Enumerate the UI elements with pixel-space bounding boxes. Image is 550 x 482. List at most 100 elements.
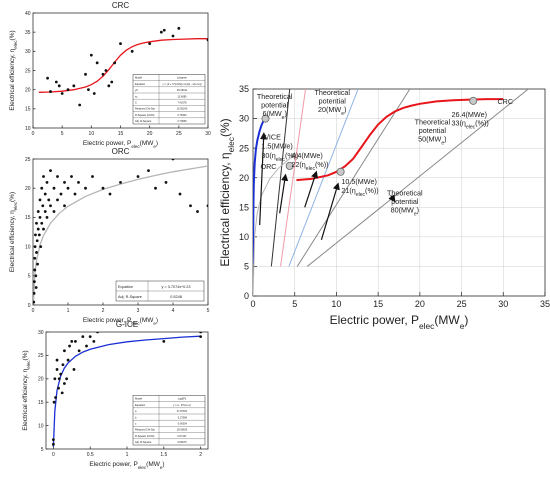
data-point bbox=[162, 28, 166, 32]
y-tick-label: 10 bbox=[25, 244, 31, 250]
data-point bbox=[196, 210, 199, 213]
annotation-potential-20-line1: Theoretical bbox=[314, 88, 350, 97]
potential-line-0 bbox=[270, 89, 291, 267]
data-point bbox=[55, 358, 59, 362]
series-orc-line bbox=[253, 154, 295, 296]
x-tick-label: 30 bbox=[498, 299, 508, 309]
data-point bbox=[33, 268, 37, 272]
annotation-potential-80-line1: Theoretical bbox=[387, 188, 423, 197]
y-tick-label: 5 bbox=[28, 274, 31, 280]
data-point bbox=[36, 262, 39, 266]
data-point bbox=[85, 344, 88, 348]
y-tick-label: 10 bbox=[38, 423, 44, 429]
x-axis-label: Electric power, Pelec(MWe) bbox=[89, 461, 164, 470]
y-tick-label: 35 bbox=[25, 30, 31, 36]
data-point bbox=[42, 175, 45, 178]
data-point bbox=[63, 349, 66, 353]
data-point bbox=[154, 186, 157, 190]
data-point bbox=[77, 180, 80, 184]
data-point bbox=[119, 180, 122, 184]
potential-line-1 bbox=[280, 89, 307, 267]
data-point bbox=[53, 377, 57, 381]
x-tick-label: 15 bbox=[118, 131, 124, 137]
x-tick-label: 0.5 bbox=[87, 452, 94, 458]
label-mid-efficiency: 21(ηelec(%)) bbox=[341, 186, 378, 198]
fit-curve bbox=[33, 165, 208, 304]
data-point bbox=[101, 186, 105, 190]
fit-table-key: R-Square (COD) bbox=[135, 434, 154, 438]
data-point bbox=[51, 442, 55, 446]
data-point bbox=[56, 198, 59, 202]
data-point bbox=[56, 175, 59, 178]
y-tick-label: 40 bbox=[25, 11, 31, 17]
fit-table-value: 27.87031 bbox=[177, 410, 188, 413]
fit-table-value: 18.93835 bbox=[177, 429, 188, 432]
data-point bbox=[65, 377, 69, 381]
y-axis-label: Electrical efficiency, ηelec(%) bbox=[218, 118, 236, 266]
y-tick-label: 10 bbox=[25, 126, 31, 132]
y-tick-label: 5 bbox=[41, 447, 44, 453]
data-point bbox=[91, 175, 94, 178]
data-point bbox=[57, 84, 61, 88]
potential-line-2 bbox=[288, 89, 359, 267]
data-point bbox=[38, 198, 42, 202]
data-point bbox=[34, 274, 38, 278]
data-point bbox=[63, 204, 66, 208]
data-point bbox=[45, 180, 49, 184]
series-gice-line bbox=[253, 116, 267, 264]
data-point bbox=[178, 192, 182, 196]
data-point bbox=[45, 216, 49, 219]
data-point bbox=[40, 221, 44, 225]
data-point bbox=[66, 358, 70, 362]
data-point bbox=[73, 192, 77, 196]
data-point bbox=[60, 391, 64, 395]
annotation-potential-6-line2: potential bbox=[261, 101, 289, 110]
x-tick-label: 0 bbox=[32, 308, 35, 314]
x-tick-label: 5 bbox=[207, 308, 210, 314]
y-tick-label: 30 bbox=[239, 114, 249, 124]
data-point bbox=[33, 245, 37, 249]
fit-table-value: 0.73839 bbox=[177, 120, 187, 123]
data-point bbox=[199, 335, 203, 339]
data-point bbox=[89, 53, 93, 57]
data-point bbox=[40, 186, 44, 190]
data-point bbox=[33, 256, 37, 260]
y-tick-label: 25 bbox=[239, 143, 249, 153]
label-crc-power: 26.4(MWe) bbox=[452, 110, 487, 119]
fit-curve bbox=[38, 38, 208, 93]
arrow-0 bbox=[259, 132, 268, 226]
y-tick-label: 25 bbox=[38, 353, 44, 359]
data-point bbox=[36, 227, 40, 231]
x-tick-label: 5 bbox=[292, 299, 297, 309]
arrow-1 bbox=[279, 173, 289, 214]
label-crc-efficiency: 33(ηelec(%)) bbox=[452, 119, 489, 131]
chart-title: ORC bbox=[112, 147, 130, 156]
data-point bbox=[54, 80, 58, 84]
data-point bbox=[49, 90, 52, 93]
arrow-4 bbox=[388, 194, 396, 203]
data-point bbox=[74, 339, 77, 343]
data-point bbox=[59, 192, 63, 196]
data-point bbox=[52, 400, 56, 404]
fit-table-key: Adj. R-Square bbox=[135, 440, 152, 444]
data-point bbox=[199, 332, 203, 334]
fit-table-value: y = 3.7074x^0.23 bbox=[162, 285, 191, 289]
chart-title: G-ICE bbox=[116, 320, 138, 329]
fit-table-value: 26.26011 bbox=[177, 89, 188, 92]
series-crc-line bbox=[296, 98, 504, 182]
x-tick-label: 20 bbox=[415, 299, 425, 309]
data-point bbox=[47, 198, 51, 202]
data-point bbox=[33, 300, 36, 304]
x-tick-label: 5 bbox=[61, 131, 64, 137]
data-point bbox=[107, 84, 111, 88]
fit-table-value: Log3P1 bbox=[178, 398, 187, 401]
chart-0: 0 5 10 15 20 25 30 10 15 20 25 30 35 40 CRC Electric po… bbox=[9, 1, 211, 149]
y-tick-label: 25 bbox=[25, 157, 31, 163]
data-point bbox=[84, 72, 87, 76]
data-point bbox=[96, 332, 99, 334]
data-point bbox=[68, 344, 71, 348]
y-tick-label: 20 bbox=[25, 87, 31, 93]
data-point bbox=[63, 180, 66, 184]
data-point bbox=[61, 363, 65, 367]
